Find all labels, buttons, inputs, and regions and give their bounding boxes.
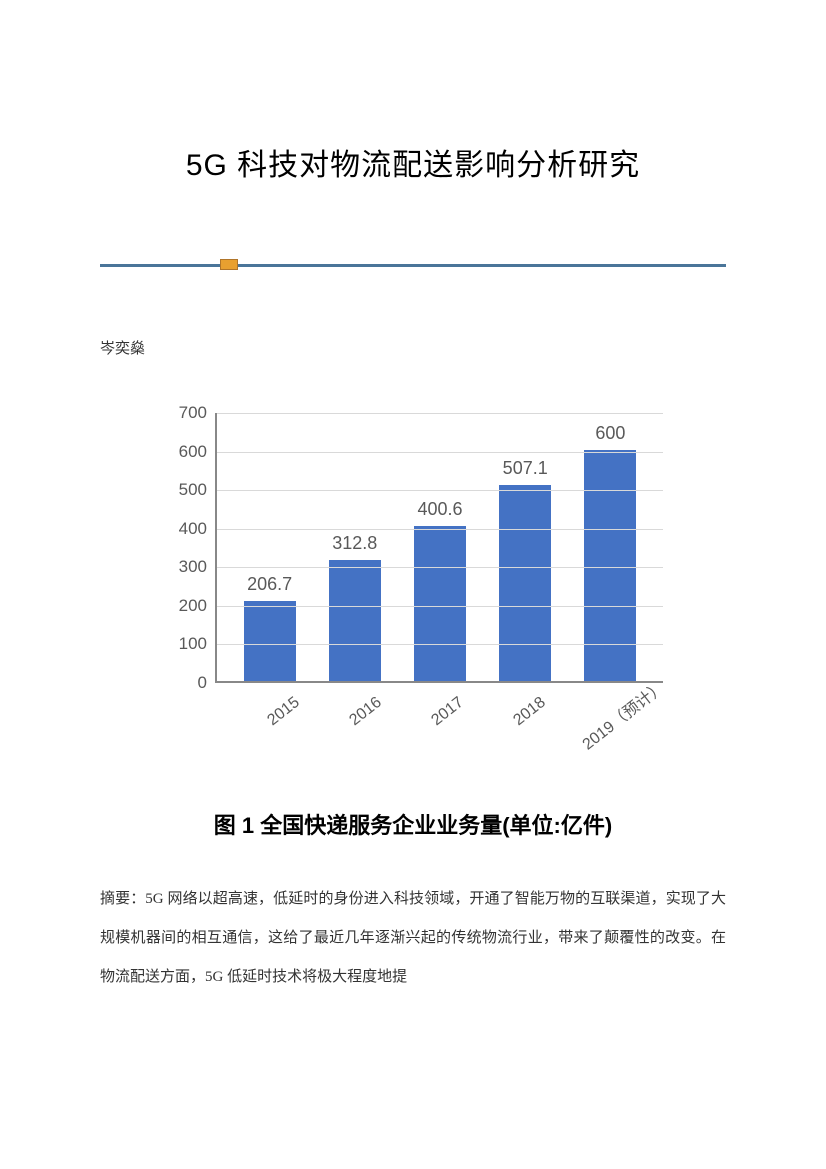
bar-value-label: 507.1 (503, 458, 548, 479)
y-tick-label: 500 (179, 480, 207, 500)
y-axis: 0100200300400500600700 (163, 413, 213, 683)
divider-badge-icon (220, 259, 238, 270)
abstract-text: 摘要：5G 网络以超高速，低延时的身份进入科技领域，开通了智能万物的互联渠道，实… (100, 880, 726, 997)
y-tick-label: 300 (179, 557, 207, 577)
bar-value-label: 400.6 (417, 499, 462, 520)
bar (244, 601, 296, 681)
bars-row: 206.7312.8400.6507.1600 (217, 413, 663, 681)
bar-value-label: 206.7 (247, 574, 292, 595)
grid-line (217, 452, 663, 453)
x-axis: 20152016201720182019（预计） (215, 689, 663, 733)
bar-slot: 600 (568, 450, 653, 681)
grid-line (217, 567, 663, 568)
y-tick-label: 100 (179, 634, 207, 654)
bar (499, 485, 551, 681)
grid-line (217, 644, 663, 645)
bar-chart: 0100200300400500600700 206.7312.8400.650… (163, 413, 663, 840)
bar-value-label: 600 (595, 423, 625, 444)
y-tick-label: 400 (179, 519, 207, 539)
y-tick-label: 0 (198, 673, 207, 693)
y-tick-label: 600 (179, 442, 207, 462)
grid-line (217, 606, 663, 607)
bar-slot: 507.1 (483, 485, 568, 681)
divider (100, 264, 726, 267)
grid-line (217, 529, 663, 530)
plot-grid: 206.7312.8400.6507.1600 (215, 413, 663, 683)
bar (584, 450, 636, 681)
y-tick-label: 200 (179, 596, 207, 616)
chart-plot-area: 0100200300400500600700 206.7312.8400.650… (215, 413, 663, 683)
page-title: 5G 科技对物流配送影响分析研究 (100, 140, 726, 184)
bar-slot: 312.8 (312, 560, 397, 681)
document-page: 5G 科技对物流配送影响分析研究 岑奕燊 0 100 200 300 400 500 600… (0, 0, 826, 1057)
author-name: 岑奕燊 (100, 337, 726, 358)
bar (414, 526, 466, 681)
y-tick-label: 700 (179, 403, 207, 423)
bar (329, 560, 381, 681)
chart-container: 0100200300400500600700 206.7312.8400.650… (100, 413, 726, 840)
grid-line (217, 413, 663, 414)
bar-value-label: 312.8 (332, 533, 377, 554)
divider-line (100, 264, 726, 267)
grid-line (217, 490, 663, 491)
chart-caption: 图 1 全国快递服务企业业务量(单位:亿件) (163, 808, 663, 840)
bar-slot: 400.6 (397, 526, 482, 681)
